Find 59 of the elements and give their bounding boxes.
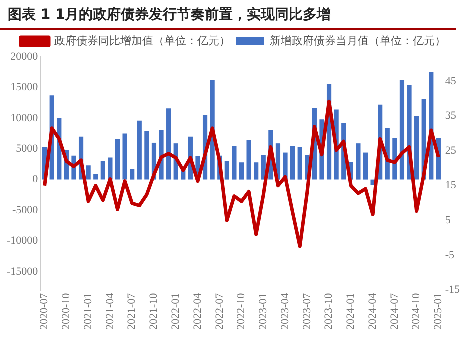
bar: [290, 146, 296, 180]
bar: [298, 147, 302, 180]
x-tick-label: 2020-10: [60, 292, 73, 330]
y2-tick-label: 25: [445, 144, 457, 157]
bar: [246, 140, 252, 180]
y2-tick-label: -15: [445, 284, 460, 296]
x-tick-label: 2025-01: [432, 293, 445, 330]
x-tick-label: 2021-04: [104, 292, 116, 330]
y2-tick-label: 15: [445, 180, 457, 192]
y-tick-label: -15000: [6, 266, 39, 278]
y2-tick-label: 45: [445, 75, 457, 88]
bar: [232, 146, 237, 180]
x-tick-label: 2022-01: [170, 293, 182, 330]
y2-tick-label: 35: [445, 110, 457, 122]
x-tick-label: 2022-10: [236, 292, 248, 330]
bar: [400, 80, 405, 180]
bar: [144, 131, 150, 180]
x-tick-label: 2023-04: [279, 292, 292, 330]
x-tick-label: 2022-07: [214, 292, 226, 330]
bar: [86, 166, 91, 180]
bar: [108, 158, 113, 180]
x-tick-label: 2023-01: [258, 293, 270, 330]
y-tick-label: 10000: [10, 112, 39, 124]
y-tick-label: 0: [32, 174, 39, 186]
bar: [137, 120, 142, 180]
bar: [356, 144, 361, 180]
y2-tick-label: -5: [445, 249, 455, 262]
chart-title: 图表 1 1月的政府债券发行节奏前置，实现同比多增: [0, 0, 456, 30]
x-tick-label: 2023-07: [301, 292, 314, 330]
x-tick-label: 2022-04: [192, 292, 204, 330]
x-tick-label: 2024-10: [410, 292, 423, 330]
y-tick-label: 5000: [16, 142, 39, 155]
y-tick-label: -5000: [12, 204, 39, 216]
y-tick-label: 15000: [10, 82, 39, 94]
bar: [254, 162, 259, 180]
x-tick-label: 2024-01: [345, 293, 358, 330]
y-tick-label: -10000: [6, 235, 39, 248]
x-tick-label: 2020-07: [38, 292, 51, 330]
x-tick-label: 2021-01: [82, 293, 94, 330]
bar: [115, 139, 120, 180]
x-tick-label: 2023-10: [323, 292, 336, 330]
x-tick-label: 2021-07: [126, 292, 138, 330]
bar: [100, 161, 106, 180]
y2-tick-label: 5: [445, 214, 452, 227]
y-tick-label: 20000: [10, 50, 39, 63]
legend-label: 新增政府债券当月值（单位：亿元）: [270, 34, 446, 48]
legend-label: 政府债券同比增加值（单位：亿元）: [54, 34, 230, 48]
x-tick-label: 2021-10: [148, 292, 160, 330]
bar: [224, 161, 230, 180]
x-tick-label: 2024-07: [388, 292, 401, 330]
bar: [94, 174, 98, 180]
bar: [363, 152, 368, 180]
bar: [261, 155, 266, 180]
bar: [130, 169, 135, 180]
bar: [166, 108, 172, 180]
bar: [414, 116, 420, 180]
x-tick-label: 2024-04: [366, 292, 379, 330]
bar: [122, 134, 128, 180]
bar: [239, 162, 244, 180]
